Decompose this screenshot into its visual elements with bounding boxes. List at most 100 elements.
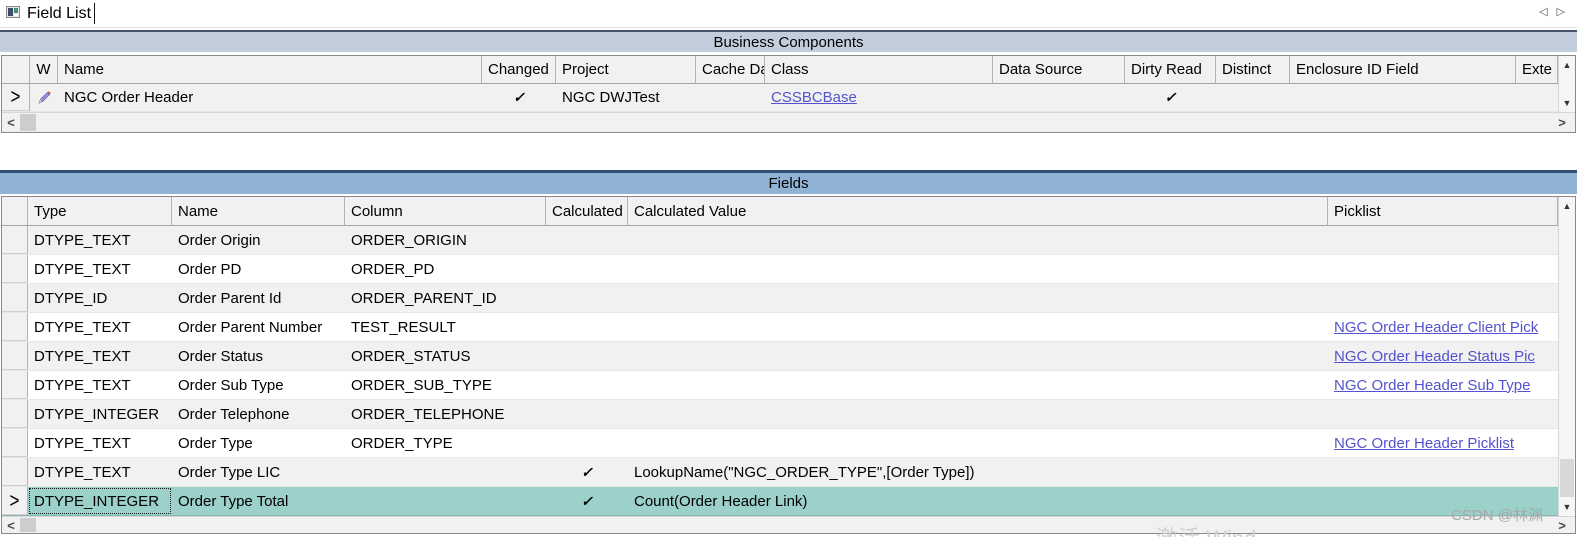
scroll-left-icon[interactable]: < [7,115,15,130]
field-calculated-value[interactable] [628,255,1328,283]
bc-header-changed[interactable]: Changed [482,56,556,84]
scroll-up-icon[interactable]: ▲ [1562,201,1572,211]
scroll-up-icon[interactable]: ▲ [1562,60,1572,70]
scroll-right-icon[interactable]: > [1558,115,1566,130]
bc-cell-changed-check[interactable]: ✓ [482,84,556,111]
bc-cell-cache-data[interactable] [696,84,765,111]
bc-header-enclosure-id-field[interactable]: Enclosure ID Field [1290,56,1516,84]
row-selector[interactable] [2,429,28,457]
scroll-down-icon[interactable]: ▼ [1562,502,1572,512]
field-calculated[interactable] [546,313,628,341]
field-column[interactable] [345,487,546,515]
row-selector[interactable]: > [2,487,28,515]
field-picklist[interactable] [1328,458,1558,486]
field-row-order-pd[interactable]: DTYPE_TEXT Order PD ORDER_PD [2,255,1558,284]
field-column[interactable]: ORDER_SUB_TYPE [351,376,492,394]
bc-cell-data-source[interactable] [993,84,1125,111]
field-type[interactable]: DTYPE_INTEGER [28,400,172,428]
fields-hscroll-thumb[interactable] [20,518,36,532]
field-name[interactable]: Order Origin [172,226,345,254]
field-column[interactable]: ORDER_TYPE [351,434,453,452]
field-name[interactable]: Order Type Total [172,487,345,515]
field-calculated-value[interactable] [628,400,1328,428]
row-selector[interactable] [2,226,28,254]
picklist-link[interactable]: NGC Order Header Status Pic [1334,347,1535,365]
fields-header-calculated[interactable]: Calculated [546,197,628,226]
field-name[interactable]: Order Type LIC [172,458,345,486]
field-row-order-type-lic[interactable]: DTYPE_TEXT Order Type LIC ✓ LookupName("… [2,458,1558,487]
field-calculated-value[interactable] [628,313,1328,341]
field-row-order-parent-id[interactable]: DTYPE_ID Order Parent Id ORDER_PARENT_ID [2,284,1558,313]
bc-cell-name[interactable]: NGC Order Header [58,84,482,111]
field-picklist[interactable]: NGC Order Header Picklist [1328,429,1558,457]
field-type[interactable]: DTYPE_TEXT [34,260,131,278]
row-selector[interactable] [2,284,28,312]
scroll-down-icon[interactable]: ▼ [1562,98,1572,108]
fields-vscroll-thumb[interactable] [1560,459,1574,497]
field-calculated[interactable] [546,255,628,283]
field-row-order-origin[interactable]: DTYPE_TEXT Order Origin ORDER_ORIGIN [2,226,1558,255]
field-name[interactable]: Order Parent Id [172,284,345,312]
bc-vertical-scrollbar[interactable]: ▲ ▼ [1558,56,1575,112]
field-calculated-value[interactable] [628,371,1328,399]
bc-cell-project[interactable]: NGC DWJTest [556,84,696,111]
field-row-order-telephone[interactable]: DTYPE_INTEGER Order Telephone ORDER_TELE… [2,400,1558,429]
field-calculated-value[interactable]: Count(Order Header Link) [628,487,1328,515]
row-selector[interactable] [2,458,28,486]
field-type-focused[interactable]: DTYPE_INTEGER [28,487,172,515]
bc-header-data-source[interactable]: Data Source [993,56,1125,84]
picklist-link[interactable]: NGC Order Header Picklist [1334,434,1515,452]
class-link[interactable]: CSSBCBase [771,89,857,106]
field-picklist[interactable] [1328,487,1558,515]
field-calculated-value[interactable] [628,226,1328,254]
bc-header-name[interactable]: Name [58,56,482,84]
field-calculated-value[interactable]: LookupName("NGC_ORDER_TYPE",[Order Type]… [628,458,1328,486]
field-name[interactable]: Order Telephone [172,400,345,428]
field-row-order-status[interactable]: DTYPE_TEXT Order Status ORDER_STATUS NGC… [2,342,1558,371]
field-calculated[interactable] [546,284,628,312]
bc-header-cache-data[interactable]: Cache Da [696,56,765,84]
field-column[interactable]: ORDER_PD [351,260,435,278]
field-calculated[interactable] [546,400,628,428]
field-calculated-check[interactable]: ✓ [546,487,628,515]
row-selector[interactable] [2,371,28,399]
field-column[interactable]: ORDER_ORIGIN [345,226,546,254]
field-picklist[interactable]: NGC Order Header Client Pick [1328,313,1558,341]
bc-cell-distinct[interactable] [1216,84,1290,111]
bc-header-extension[interactable]: Exte [1516,56,1558,84]
field-type[interactable]: DTYPE_TEXT [28,458,172,486]
field-calculated[interactable] [546,371,628,399]
field-column[interactable]: ORDER_PARENT_ID [345,284,546,312]
bc-horizontal-scrollbar[interactable]: < > [2,112,1575,132]
row-selector[interactable]: > [2,84,30,111]
field-type[interactable]: DTYPE_TEXT [34,318,131,336]
tab-field-list[interactable]: Field List [0,0,99,28]
field-picklist[interactable] [1328,255,1558,283]
field-column[interactable] [345,458,546,486]
field-type[interactable]: DTYPE_TEXT [28,226,172,254]
tab-scroll-left-icon[interactable]: ◁ [1539,6,1548,18]
field-type[interactable]: DTYPE_TEXT [28,342,172,370]
bc-row-ngc-order-header[interactable]: > NGC Order Header ✓ NGC DWJTest CSSBCBa… [2,84,1558,112]
row-selector[interactable] [2,400,28,428]
bc-header-distinct[interactable]: Distinct [1216,56,1290,84]
field-name[interactable]: Order Parent Number [178,318,323,336]
bc-header-dirty-read[interactable]: Dirty Read [1125,56,1216,84]
bc-cell-class[interactable]: CSSBCBase [765,84,993,111]
field-type[interactable]: DTYPE_TEXT [34,376,131,394]
picklist-link[interactable]: NGC Order Header Sub Type [1334,376,1531,394]
field-picklist[interactable] [1328,400,1558,428]
field-row-order-type[interactable]: DTYPE_TEXT Order Type ORDER_TYPE NGC Ord… [2,429,1558,458]
bc-cell-enclosure-id-field[interactable] [1290,84,1516,111]
field-picklist[interactable]: NGC Order Header Sub Type [1328,371,1558,399]
picklist-link[interactable]: NGC Order Header Client Pick [1334,318,1539,336]
field-name[interactable]: Order PD [178,260,242,278]
field-picklist[interactable]: NGC Order Header Status Pic [1328,342,1558,370]
fields-header-type[interactable]: Type [28,197,172,226]
tab-scroll-right-icon[interactable]: ▷ [1556,6,1565,18]
fields-header-column[interactable]: Column [345,197,546,226]
field-type[interactable]: DTYPE_ID [28,284,172,312]
field-calculated[interactable] [546,226,628,254]
field-calculated-check[interactable]: ✓ [546,458,628,486]
bc-header-class[interactable]: Class [765,56,993,84]
